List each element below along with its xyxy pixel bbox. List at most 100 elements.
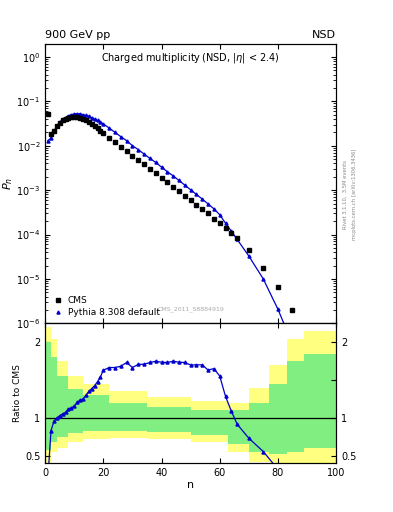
CMS: [95, 125, 100, 131]
Pythia 8.308 default: [147, 155, 152, 161]
Pythia 8.308 default: [49, 135, 53, 141]
CMS: [305, 329, 309, 335]
Line: Pythia 8.308 default: Pythia 8.308 default: [47, 112, 309, 378]
Pythia 8.308 default: [142, 151, 147, 157]
CMS: [159, 175, 164, 181]
Pythia 8.308 default: [60, 116, 65, 122]
Pythia 8.308 default: [63, 115, 68, 121]
CMS: [63, 116, 68, 122]
CMS: [290, 307, 295, 313]
Pythia 8.308 default: [118, 134, 123, 140]
CMS: [98, 127, 103, 134]
Pythia 8.308 default: [223, 220, 228, 226]
Pythia 8.308 default: [229, 228, 234, 234]
Pythia 8.308 default: [235, 237, 239, 243]
Pythia 8.308 default: [69, 112, 74, 118]
Pythia 8.308 default: [211, 206, 216, 212]
Pythia 8.308 default: [124, 138, 129, 144]
X-axis label: n: n: [187, 480, 194, 489]
CMS: [171, 184, 176, 190]
CMS: [92, 123, 97, 129]
Text: mcplots.cern.ch [arXiv:1306.3436]: mcplots.cern.ch [arXiv:1306.3436]: [352, 149, 357, 240]
CMS: [217, 220, 222, 226]
CMS: [66, 115, 71, 121]
Pythia 8.308 default: [153, 159, 158, 165]
Text: NSD: NSD: [312, 30, 336, 40]
CMS: [55, 123, 59, 129]
Pythia 8.308 default: [206, 201, 210, 207]
CMS: [51, 127, 56, 134]
CMS: [188, 197, 193, 203]
CMS: [84, 117, 88, 123]
CMS: [130, 153, 135, 159]
Text: Charged multiplicity$\,$(NSD, $|\eta|$ < 2.4): Charged multiplicity$\,$(NSD, $|\eta|$ <…: [101, 51, 280, 65]
CMS: [75, 114, 79, 120]
Text: Rivet 3.1.10,  3.5M events: Rivet 3.1.10, 3.5M events: [343, 160, 348, 229]
Pythia 8.308 default: [55, 123, 59, 129]
CMS: [165, 179, 170, 185]
Pythia 8.308 default: [194, 191, 199, 198]
Pythia 8.308 default: [136, 146, 141, 153]
Pythia 8.308 default: [75, 111, 79, 117]
CMS: [200, 206, 205, 212]
Pythia 8.308 default: [92, 116, 97, 122]
CMS: [223, 225, 228, 231]
Pythia 8.308 default: [84, 113, 88, 119]
CMS: [147, 166, 152, 172]
Pythia 8.308 default: [261, 276, 266, 282]
Pythia 8.308 default: [89, 115, 94, 121]
Pythia 8.308 default: [51, 129, 56, 135]
CMS: [107, 135, 112, 141]
Pythia 8.308 default: [46, 138, 50, 144]
CMS: [78, 115, 83, 121]
CMS: [86, 119, 91, 125]
CMS: [101, 130, 106, 136]
CMS: [89, 121, 94, 127]
Pythia 8.308 default: [305, 374, 309, 380]
Pythia 8.308 default: [217, 211, 222, 218]
Y-axis label: Ratio to CMS: Ratio to CMS: [13, 365, 22, 422]
CMS: [49, 131, 53, 137]
CMS: [60, 117, 65, 123]
CMS: [57, 120, 62, 126]
CMS: [229, 230, 234, 236]
Pythia 8.308 default: [107, 125, 112, 131]
Pythia 8.308 default: [66, 113, 71, 119]
CMS: [142, 161, 147, 167]
Pythia 8.308 default: [113, 130, 118, 136]
CMS: [194, 202, 199, 208]
Pythia 8.308 default: [246, 253, 251, 259]
Pythia 8.308 default: [159, 164, 164, 170]
Pythia 8.308 default: [72, 111, 77, 117]
CMS: [124, 148, 129, 154]
Pythia 8.308 default: [101, 121, 106, 127]
CMS: [113, 139, 118, 145]
CMS: [72, 114, 77, 120]
CMS: [118, 144, 123, 150]
CMS: [261, 265, 266, 271]
Pythia 8.308 default: [86, 113, 91, 119]
CMS: [153, 170, 158, 176]
CMS: [81, 116, 85, 122]
CMS: [211, 216, 216, 222]
CMS: [182, 193, 187, 199]
Line: CMS: CMS: [46, 112, 309, 334]
Pythia 8.308 default: [182, 182, 187, 188]
Pythia 8.308 default: [95, 117, 100, 123]
Pythia 8.308 default: [188, 187, 193, 193]
CMS: [69, 114, 74, 120]
Pythia 8.308 default: [57, 119, 62, 125]
Pythia 8.308 default: [165, 168, 170, 175]
Pythia 8.308 default: [130, 143, 135, 149]
CMS: [235, 234, 239, 241]
CMS: [275, 284, 280, 290]
CMS: [246, 247, 251, 253]
Pythia 8.308 default: [176, 178, 181, 184]
Pythia 8.308 default: [275, 306, 280, 312]
Pythia 8.308 default: [81, 112, 85, 118]
Pythia 8.308 default: [290, 340, 295, 347]
Text: 900 GeV pp: 900 GeV pp: [45, 30, 110, 40]
CMS: [46, 111, 50, 117]
Y-axis label: $P_n$: $P_n$: [1, 177, 15, 190]
Pythia 8.308 default: [171, 173, 176, 179]
